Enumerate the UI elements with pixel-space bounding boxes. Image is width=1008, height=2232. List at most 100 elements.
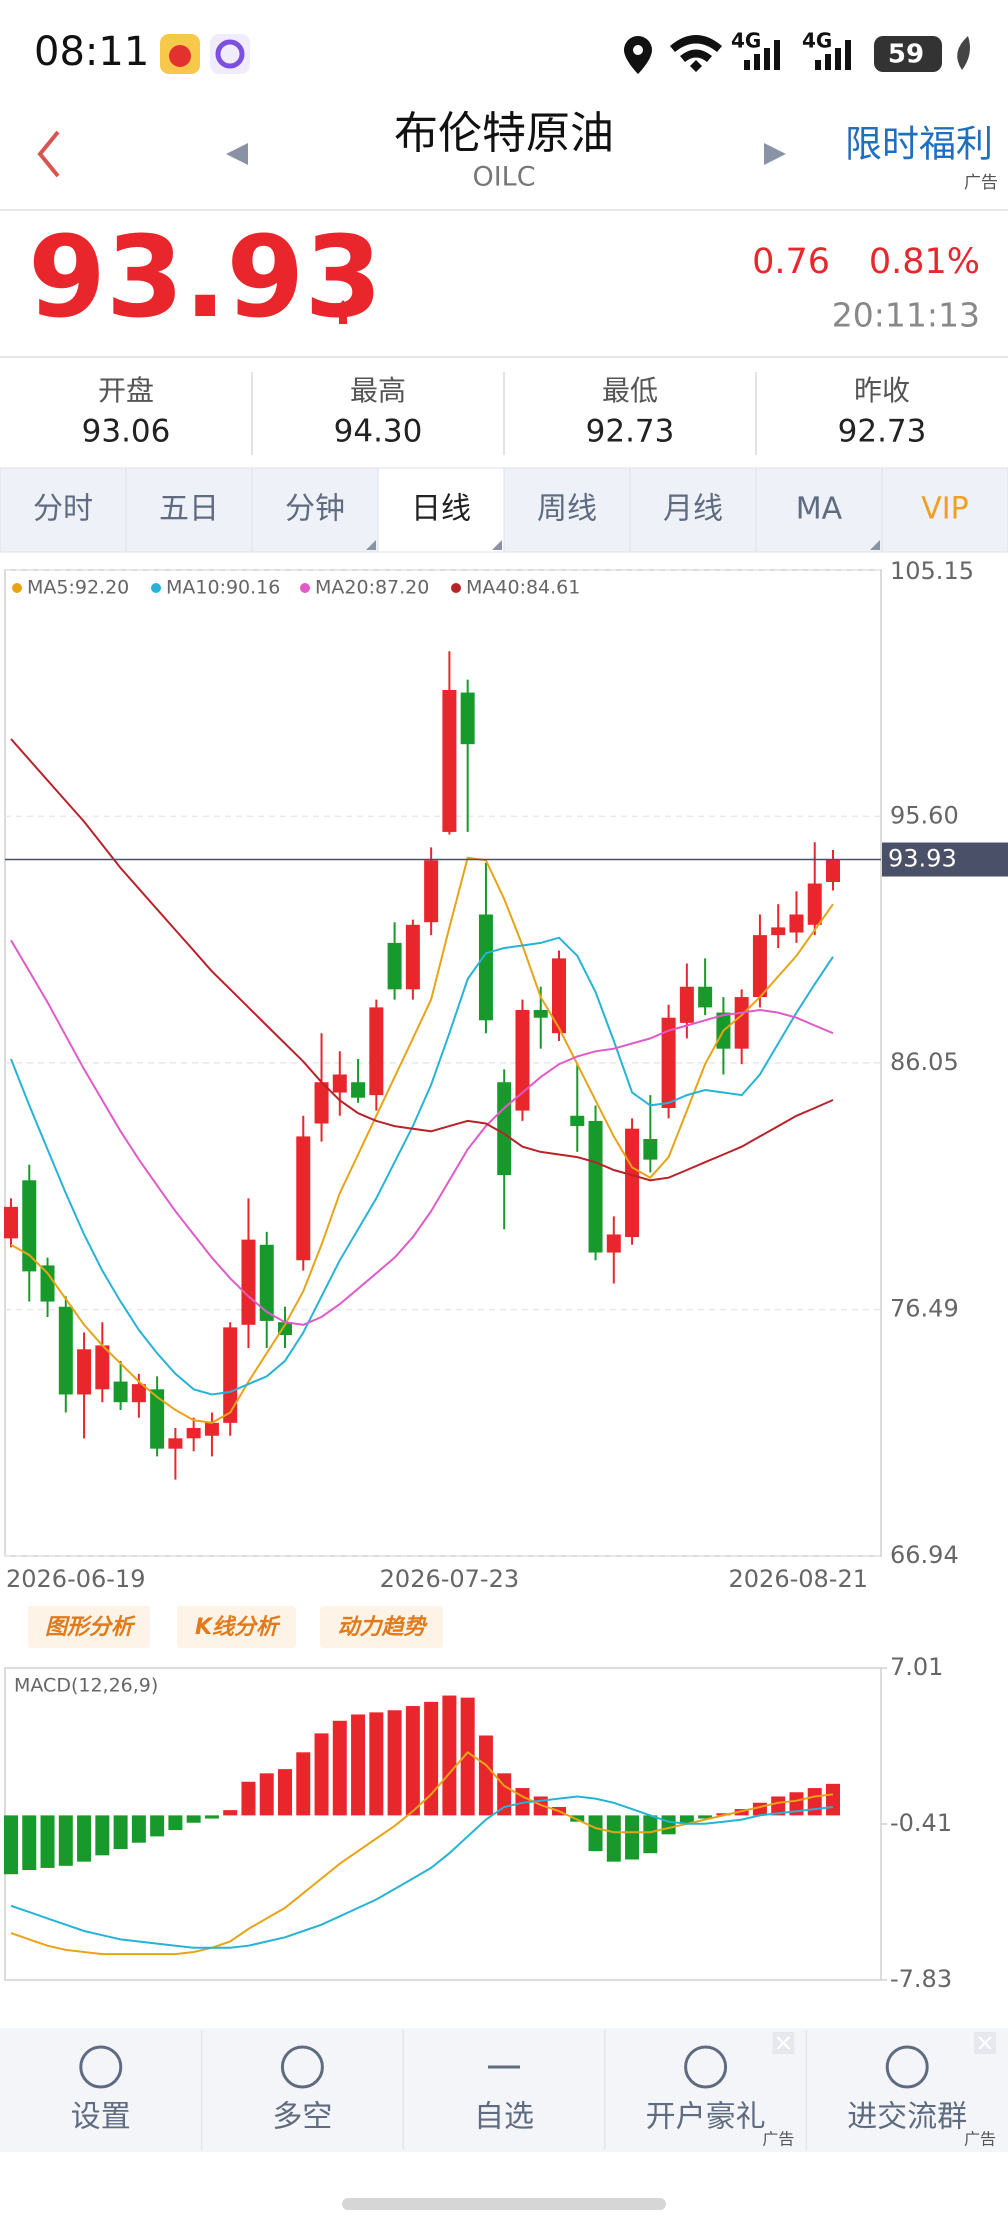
- tab[interactable]: [503, 467, 631, 553]
- macd-label: MACD(12,26,9): [14, 1675, 158, 1697]
- stats-row: 开盘 93.06 最高 94.30 最低 92.73 昨收 92.73: [82, 372, 926, 455]
- location-dot: [633, 45, 643, 55]
- tool-button[interactable]: [177, 1606, 296, 1648]
- tool-label[interactable]: 动力趋势: [337, 1615, 428, 1640]
- candle-body: [131, 1384, 146, 1403]
- candle-body: [625, 1128, 640, 1238]
- y-tick-label: 86.05: [890, 1048, 959, 1076]
- macd-bar: [278, 1769, 292, 1816]
- tab[interactable]: [251, 467, 379, 553]
- ma-line: [10, 936, 834, 1396]
- tab-label[interactable]: 分时: [33, 492, 93, 527]
- tab-corner: [366, 540, 376, 550]
- ma-line: [10, 738, 834, 1182]
- candle-body: [679, 986, 694, 1023]
- tab-label[interactable]: 周线: [537, 492, 597, 527]
- ma-line: [10, 856, 834, 1424]
- tab-label[interactable]: 日线: [411, 492, 471, 527]
- tab[interactable]: [629, 467, 757, 553]
- macd-bar: [296, 1752, 311, 1816]
- tab-label[interactable]: 分钟: [285, 492, 345, 527]
- macd-bar: [387, 1710, 402, 1816]
- ma-line: [10, 939, 834, 1326]
- macd-bar: [643, 1815, 658, 1854]
- macd-bar: [77, 1815, 92, 1862]
- macd-bar: [369, 1712, 384, 1816]
- candle-body: [296, 1136, 311, 1261]
- nav-icon: [885, 2045, 929, 2089]
- macd-line: [10, 1795, 834, 1949]
- quote-change-pct: 0.81%: [869, 242, 980, 282]
- ad-label: 广告: [964, 173, 998, 193]
- macd-chart: 7.01 -0.41 -7.83 MACD(12,26,9): [4, 1653, 952, 1993]
- header-title: 布伦特原油: [394, 108, 614, 159]
- home-indicator: [342, 2198, 666, 2210]
- stat-label: 最高: [350, 374, 406, 407]
- stat-label: 最低: [602, 374, 658, 407]
- macd-bar: [442, 1695, 457, 1816]
- stat-label: 昨收: [854, 374, 910, 407]
- nav-icon: [79, 2045, 123, 2089]
- candle-body: [4, 1206, 18, 1239]
- prev-button[interactable]: [226, 143, 248, 165]
- next-button[interactable]: [764, 143, 786, 165]
- candle-body: [826, 859, 840, 882]
- candle-body: [223, 1327, 238, 1423]
- macd-bar: [679, 1815, 694, 1824]
- candle-body: [661, 1017, 676, 1109]
- current-price-label: 93.93: [888, 845, 957, 873]
- tab-label[interactable]: 月线: [663, 492, 723, 527]
- macd-bar: [588, 1815, 603, 1852]
- macd-bar: [22, 1815, 37, 1871]
- legend-label: MA10:90.16: [166, 577, 280, 599]
- nav-icon: [280, 2045, 324, 2089]
- candle-body: [698, 986, 713, 1008]
- nav-label[interactable]: 开户豪礼: [646, 2100, 766, 2135]
- tool-button[interactable]: [28, 1606, 150, 1648]
- ad-label: 广告: [964, 2130, 996, 2149]
- candle-body: [259, 1244, 274, 1321]
- macd-bar: [424, 1701, 439, 1816]
- macd-bar: [351, 1714, 366, 1816]
- y-tick-label: 76.49: [890, 1295, 959, 1323]
- candle-body: [150, 1389, 165, 1449]
- candle-body: [442, 689, 457, 832]
- macd-bar: [606, 1815, 621, 1862]
- tab-label[interactable]: 五日: [159, 492, 219, 527]
- nav-label[interactable]: 多空: [272, 2100, 332, 2135]
- legend-label: MA20:87.20: [315, 577, 429, 599]
- signal-icon: [815, 40, 851, 70]
- nav-label[interactable]: 进交流群: [847, 2100, 967, 2135]
- stat-value: 94.30: [334, 414, 423, 450]
- battery-icon: [874, 36, 942, 72]
- legend-label: MA40:84.61: [466, 577, 580, 599]
- tab-label[interactable]: VIP: [921, 492, 968, 527]
- tab[interactable]: [377, 467, 505, 553]
- candle-body: [789, 914, 804, 933]
- legend-marker: [12, 583, 22, 593]
- stat-value: 93.06: [82, 414, 171, 450]
- legend-marker: [300, 583, 310, 593]
- candle-body: [369, 1007, 384, 1096]
- candle-body: [460, 692, 475, 745]
- back-button[interactable]: [37, 130, 60, 178]
- stat-value: 92.73: [586, 414, 675, 450]
- candle-body: [113, 1381, 128, 1403]
- macd-bar: [478, 1735, 493, 1816]
- tab[interactable]: [0, 467, 127, 553]
- macd-bar: [789, 1792, 804, 1816]
- candle-body: [643, 1138, 658, 1160]
- nav-label[interactable]: 自选: [474, 2100, 534, 2135]
- macd-bar: [113, 1815, 128, 1850]
- tool-label[interactable]: K线分析: [195, 1615, 281, 1640]
- tool-label[interactable]: 图形分析: [45, 1615, 136, 1640]
- promo-link[interactable]: 限时福利: [845, 123, 993, 166]
- legend-label: MA5:92.20: [27, 577, 129, 599]
- tool-button[interactable]: [320, 1606, 443, 1648]
- tab[interactable]: [755, 467, 883, 553]
- tab[interactable]: [881, 467, 1008, 553]
- tab-label[interactable]: MA: [796, 492, 843, 527]
- nav-label[interactable]: 设置: [71, 2100, 131, 2135]
